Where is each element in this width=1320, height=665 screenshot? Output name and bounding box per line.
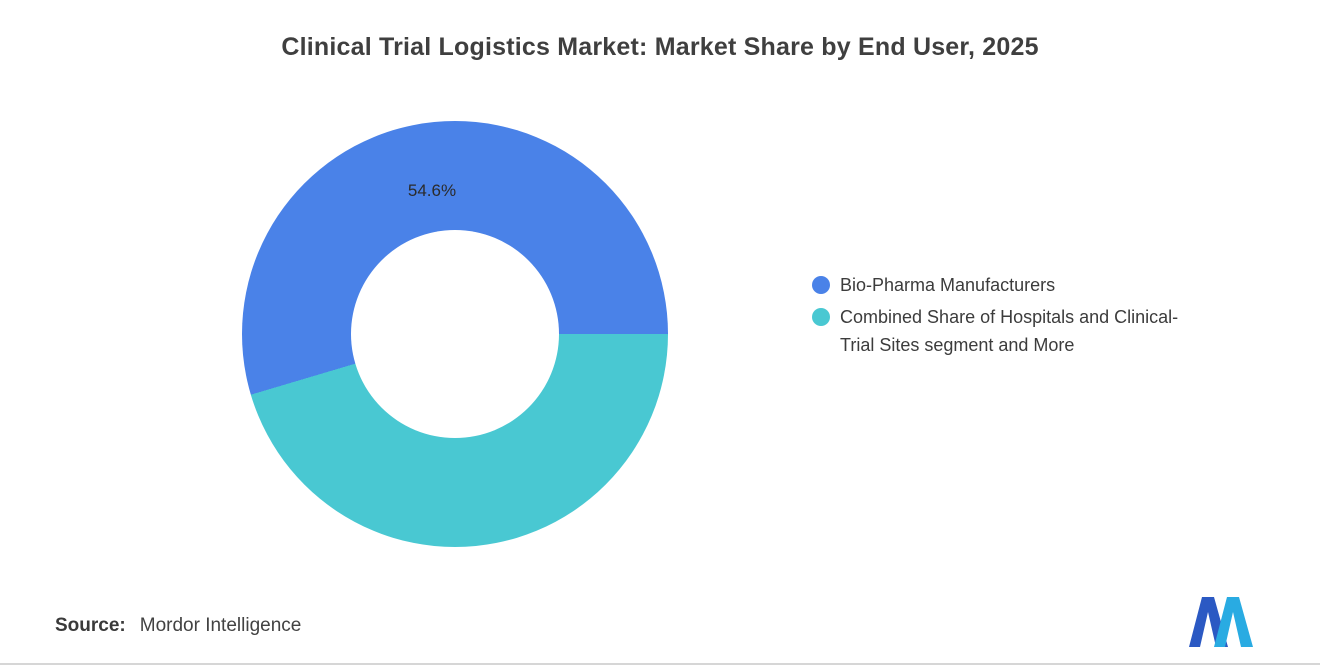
chart-title: Clinical Trial Logistics Market: Market …: [281, 33, 1039, 61]
legend-label-hospitals-sites: Combined Share of Hospitals and Clinical…: [840, 307, 1179, 355]
legend-item-bio-pharma[interactable]: Bio-Pharma Manufacturers: [812, 271, 1212, 299]
legend-marker-hospitals-sites: [812, 308, 830, 326]
donut-hole: [351, 230, 559, 438]
mordor-intelligence-logo: [1188, 597, 1254, 647]
source-row: Source: Mordor Intelligence: [55, 615, 301, 637]
legend-label-bio-pharma: Bio-Pharma Manufacturers: [840, 275, 1056, 295]
source-label: Source:: [55, 615, 126, 636]
legend-item-hospitals-sites[interactable]: Combined Share of Hospitals and Clinical…: [812, 303, 1212, 359]
donut-chart: 54.6%: [242, 121, 668, 547]
source-value: Mordor Intelligence: [139, 615, 302, 636]
slice-label-bio-pharma: 54.6%: [407, 181, 457, 200]
mordor-logo-m-icon: [1189, 597, 1253, 647]
legend-marker-bio-pharma: [812, 276, 830, 294]
legend: Bio-Pharma Manufacturers Combined Share …: [812, 271, 1212, 359]
